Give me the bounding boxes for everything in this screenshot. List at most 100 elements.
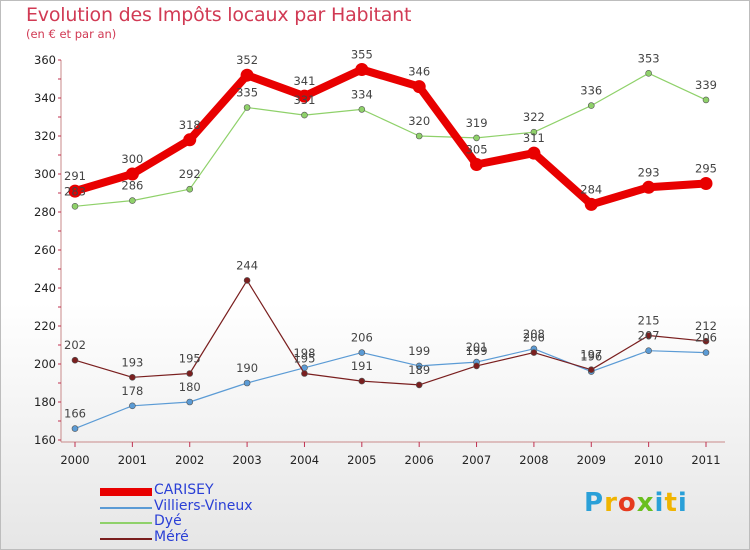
data-label: 341 [293, 74, 315, 88]
data-point [530, 128, 538, 136]
data-label: 191 [351, 359, 373, 373]
data-point [473, 134, 480, 142]
logo-letter: i [654, 488, 665, 518]
data-point [68, 184, 82, 198]
logo-letter: P [584, 488, 605, 518]
data-point [527, 146, 541, 160]
data-point [183, 133, 197, 147]
data-label: 196 [580, 350, 602, 364]
data-label: 292 [179, 167, 201, 181]
x-tick-label: 2003 [232, 453, 261, 467]
data-label: 190 [236, 361, 258, 375]
data-label: 206 [695, 331, 717, 345]
data-point [473, 362, 480, 370]
series-line-villiers-vineux [74, 348, 707, 430]
chart-title: Evolution des Impôts locaux par Habitant [26, 4, 412, 26]
x-tick-label: 2010 [634, 453, 663, 467]
series-line-dy- [74, 72, 707, 207]
data-label: 286 [121, 179, 143, 193]
logo-letter: r [604, 488, 618, 518]
data-label: 166 [64, 407, 86, 421]
legend-swatch-mere [100, 537, 152, 540]
legend-swatch-villiers-vineux [100, 506, 152, 509]
data-label: 353 [638, 51, 660, 65]
data-label: 189 [408, 363, 430, 377]
y-tick-label: 240 [34, 281, 56, 295]
series-line-carisey [71, 65, 710, 209]
data-point [71, 356, 79, 364]
data-point [412, 80, 426, 94]
data-point [584, 197, 598, 211]
data-label: 212 [695, 319, 717, 333]
data-point [186, 370, 194, 377]
data-point [699, 177, 713, 190]
data-point [71, 425, 79, 432]
logo-letter: t [664, 488, 678, 518]
legend-label-carisey: CARISEY [154, 482, 214, 498]
data-label: 199 [408, 344, 430, 358]
data-point [301, 370, 308, 377]
y-tick-label: 260 [34, 243, 56, 257]
data-label: 346 [408, 65, 430, 79]
x-tick-label: 2006 [405, 453, 434, 467]
data-point [415, 381, 423, 389]
data-label: 319 [466, 116, 488, 130]
data-point [702, 337, 710, 345]
data-point [645, 347, 652, 355]
data-label: 199 [466, 344, 488, 358]
data-label: 206 [351, 331, 373, 345]
data-point [129, 402, 136, 410]
data-point [530, 349, 538, 356]
data-point [358, 106, 366, 113]
data-point [702, 96, 710, 104]
data-point [301, 111, 308, 119]
data-label: 198 [293, 346, 315, 360]
data-point [645, 332, 652, 339]
data-point [243, 379, 251, 387]
x-tick-label: 2007 [462, 453, 491, 467]
data-label: 355 [351, 48, 373, 62]
y-tick-label: 320 [34, 129, 56, 143]
data-point [71, 203, 79, 210]
data-label: 215 [638, 314, 660, 328]
data-label: 320 [408, 114, 430, 128]
x-tick-label: 2001 [118, 453, 147, 467]
data-label: 201 [466, 340, 488, 354]
legend-label-dye: Dyé [154, 513, 182, 529]
data-label: 335 [236, 86, 258, 100]
logo-letter: i [677, 488, 688, 518]
legend-swatch-dye [100, 522, 152, 524]
data-label: 193 [121, 355, 143, 369]
data-point [186, 398, 194, 406]
data-point [358, 377, 366, 385]
legend-label-villiers-vineux: Villiers-Vineux [154, 497, 253, 514]
data-point [587, 102, 595, 109]
data-label: 202 [64, 338, 86, 352]
data-point [129, 197, 136, 204]
data-point [415, 132, 423, 140]
data-point [240, 68, 254, 82]
logo-letter: x [636, 488, 655, 518]
y-tick-label: 220 [34, 319, 56, 333]
data-point [470, 158, 484, 171]
x-tick-label: 2008 [519, 453, 548, 467]
legend-swatch-carisey [100, 488, 152, 496]
data-label: 322 [523, 110, 545, 124]
data-point [355, 63, 369, 76]
x-tick-label: 2005 [347, 453, 376, 467]
data-point [297, 89, 311, 103]
data-label: 197 [580, 348, 602, 362]
data-label: 300 [121, 152, 143, 166]
data-label: 334 [351, 87, 373, 101]
chart-subtitle: (en € et par an) [26, 27, 117, 41]
x-tick-label: 2011 [691, 453, 720, 467]
data-label: 207 [638, 329, 660, 343]
y-tick-label: 280 [34, 205, 56, 219]
data-label: 293 [638, 165, 660, 179]
logo-letter: o [617, 488, 637, 518]
data-label: 195 [293, 352, 315, 366]
data-label: 180 [179, 380, 201, 394]
series-line-m-r- [74, 279, 707, 386]
proxiti-logo: Proxiti [584, 488, 688, 518]
